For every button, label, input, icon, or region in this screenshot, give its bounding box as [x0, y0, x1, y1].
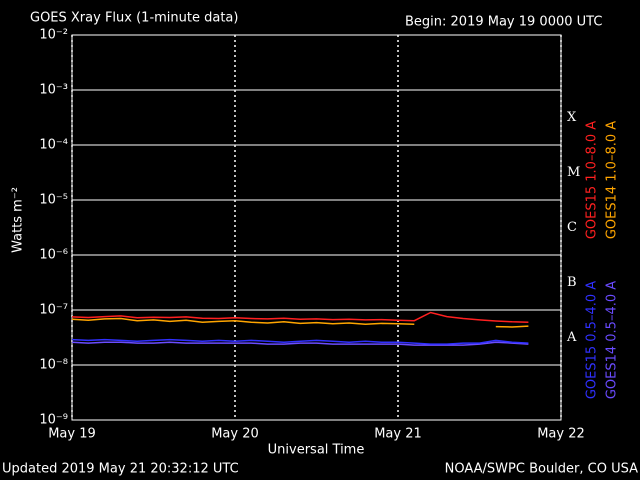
- flare-class-label: X: [567, 110, 577, 125]
- x-tick-label: May 22: [537, 427, 585, 442]
- y-tick-label: 10⁻⁸: [39, 358, 68, 373]
- legend-label: GOES15 1.0–8.0 A: [585, 121, 600, 239]
- legend-label: GOES14 1.0–8.0 A: [605, 121, 620, 239]
- legend-label: GOES15 0.5–4.0 A: [585, 281, 600, 399]
- x-tick-label: May 19: [48, 427, 96, 442]
- y-tick-label: 10⁻⁹: [39, 413, 68, 428]
- series-line: [71, 341, 529, 346]
- x-tick-label: May 21: [374, 427, 422, 442]
- y-tick-label: 10⁻⁴: [39, 138, 68, 153]
- x-axis-label: Universal Time: [268, 443, 365, 458]
- footer-updated: Updated 2019 May 21 20:32:12 UTC: [2, 462, 239, 477]
- y-tick-label: 10⁻⁷: [39, 303, 68, 318]
- y-tick-label: 10⁻²: [39, 28, 68, 43]
- flare-class-label: B: [567, 275, 577, 290]
- x-tick-label: May 20: [211, 427, 259, 442]
- y-axis-label: Watts m⁻²: [11, 187, 26, 253]
- y-tick-label: 10⁻⁵: [39, 193, 68, 208]
- y-tick-label: 10⁻⁶: [39, 248, 68, 263]
- begin-label: Begin: 2019 May 19 0000 UTC: [405, 15, 602, 30]
- legend-label: GOES14 0.5–4.0 A: [605, 281, 620, 399]
- y-tick-label: 10⁻³: [39, 83, 68, 98]
- flare-class-label: C: [567, 220, 577, 235]
- series-line: [71, 338, 529, 345]
- series-line: [71, 311, 529, 323]
- flare-class-label: M: [567, 165, 580, 180]
- series-line: [71, 317, 529, 328]
- flare-class-label: A: [566, 330, 577, 345]
- chart-title: GOES Xray Flux (1-minute data): [30, 11, 238, 26]
- footer-credit: NOAA/SWPC Boulder, CO USA: [445, 462, 638, 477]
